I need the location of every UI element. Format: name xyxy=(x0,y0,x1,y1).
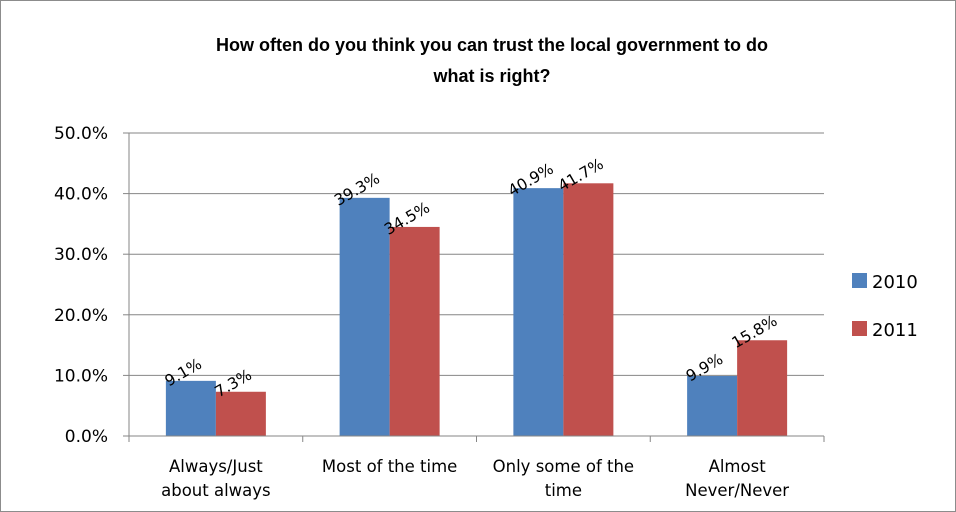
x-category-label: time xyxy=(545,481,582,500)
legend-swatch xyxy=(852,273,867,288)
x-category-label: Never/Never xyxy=(685,481,789,500)
y-tick-label: 10.0% xyxy=(54,366,108,386)
y-tick-label: 50.0% xyxy=(54,124,108,144)
bar-2010-3 xyxy=(687,376,737,436)
x-category-label: Most of the time xyxy=(322,457,457,476)
bar-2010-2 xyxy=(513,188,563,436)
x-category-label: about always xyxy=(161,481,271,500)
x-category-label: Always/Just xyxy=(169,457,263,476)
x-category-label: Only some of the xyxy=(493,457,634,476)
y-tick-label: 30.0% xyxy=(54,245,108,265)
x-category-label: Almost xyxy=(709,457,767,476)
legend-label: 2011 xyxy=(872,320,918,341)
y-tick-label: 20.0% xyxy=(54,306,108,326)
bar-2010-0 xyxy=(166,381,216,436)
bar-2011-1 xyxy=(390,227,440,436)
bar-2011-2 xyxy=(563,183,613,436)
chart-title-line-1: How often do you think you can trust the… xyxy=(216,35,768,55)
legend-swatch xyxy=(852,321,867,336)
y-tick-label: 40.0% xyxy=(54,185,108,205)
legend-label: 2010 xyxy=(872,272,918,293)
y-tick-label: 0.0% xyxy=(65,427,108,447)
bar-2011-3 xyxy=(737,340,787,436)
bar-2010-1 xyxy=(340,198,390,436)
chart-title: How often do you think you can trust the… xyxy=(216,35,768,86)
chart-title-line-2: what is right? xyxy=(433,66,551,86)
